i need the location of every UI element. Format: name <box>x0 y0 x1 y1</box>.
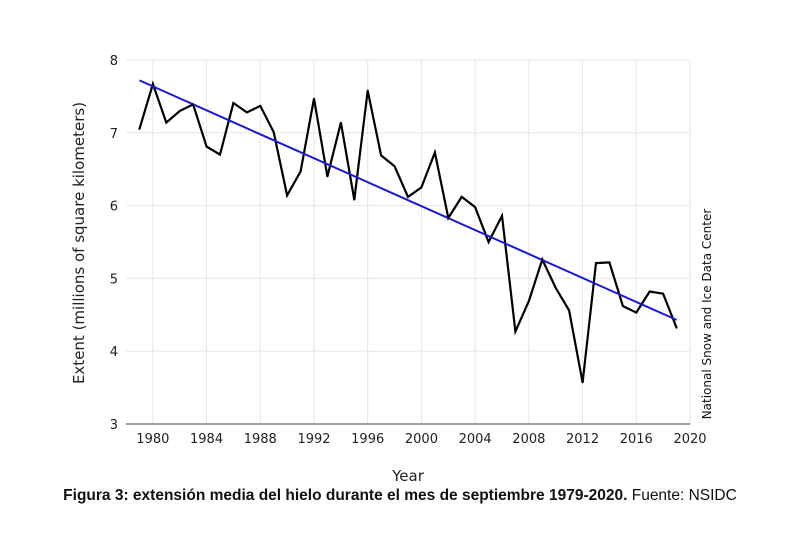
data-point <box>407 195 409 198</box>
data-point <box>151 83 154 85</box>
data-point <box>554 286 557 289</box>
x-tick-label: 2004 <box>459 432 492 447</box>
data-point <box>568 309 571 312</box>
data-point <box>420 186 423 189</box>
x-tick-label: 1980 <box>136 432 169 447</box>
data-point <box>326 175 329 178</box>
data-point <box>541 258 544 261</box>
data-point <box>460 195 463 198</box>
x-tick-label: 2016 <box>620 432 653 447</box>
grid <box>126 59 691 424</box>
y-tick-label: 8 <box>110 54 118 69</box>
data-point <box>635 311 638 314</box>
data-point <box>474 206 477 208</box>
data-point <box>339 121 342 124</box>
x-tick-label: 1984 <box>190 432 223 447</box>
y-tick-label: 7 <box>110 127 118 142</box>
y-tick-labels: 3 4 5 6 7 8 <box>110 54 118 433</box>
y-tick-label: 3 <box>110 418 118 433</box>
x-tick-label: 1992 <box>297 432 330 447</box>
data-point <box>621 305 624 307</box>
data-point <box>232 102 235 104</box>
data-point <box>299 170 302 173</box>
series-line <box>138 80 678 383</box>
x-tick-label: 1988 <box>244 432 277 447</box>
x-tick-label: 1996 <box>351 432 384 447</box>
caption-title: Figura 3: extensión media del hielo dura… <box>63 487 628 504</box>
caption-source: Fuente: NSIDC <box>627 487 737 504</box>
data-point <box>527 300 530 302</box>
y-tick-label: 6 <box>110 200 118 215</box>
data-point <box>675 327 678 329</box>
data-point <box>648 290 651 293</box>
data-point <box>353 198 356 201</box>
x-tick-label: 2000 <box>405 432 438 447</box>
data-point <box>393 165 396 168</box>
data-point <box>366 89 369 92</box>
data-point <box>380 154 383 157</box>
y-tick-label: 5 <box>110 272 118 287</box>
trend-line <box>139 79 677 321</box>
data-point <box>178 110 181 112</box>
data-point <box>433 151 436 154</box>
data-point <box>192 103 195 106</box>
data-point <box>259 104 262 107</box>
data-point <box>165 121 168 124</box>
data-point <box>313 97 315 100</box>
y-tick-label: 4 <box>110 345 118 360</box>
data-point <box>219 153 221 156</box>
figure-caption: Figura 3: extensión media del hielo dura… <box>0 487 800 505</box>
x-tick-labels: 1980 1984 1988 1992 1996 2000 2004 2008 2012 2016… <box>136 432 706 447</box>
data-point <box>138 128 141 131</box>
data-points <box>138 83 678 384</box>
data-point <box>487 241 490 243</box>
data-point <box>205 145 208 148</box>
data-point <box>581 381 584 384</box>
x-axis-label: Year <box>391 467 425 485</box>
data-point <box>245 111 248 114</box>
data-point <box>447 217 450 219</box>
y-axis-label: Extent (millions of square kilometers) <box>70 102 88 384</box>
x-tick-label: 2012 <box>566 432 599 447</box>
source-credit: National Snow and Ice Data Center <box>700 209 714 420</box>
x-tick-label: 2008 <box>512 432 545 447</box>
data-point <box>595 262 597 265</box>
x-tick-label: 2020 <box>673 432 706 447</box>
data-point <box>514 330 517 333</box>
data-point <box>608 261 611 264</box>
data-point <box>662 292 665 295</box>
data-point <box>286 194 289 197</box>
data-point <box>501 214 503 217</box>
data-point <box>272 131 275 133</box>
